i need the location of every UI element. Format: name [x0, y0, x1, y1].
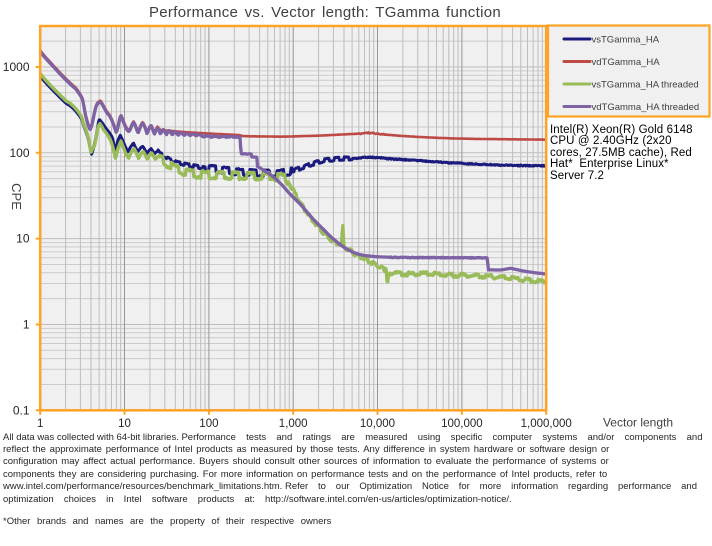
svg-text:1: 1	[23, 318, 30, 332]
svg-text:vsTGamma_HA: vsTGamma_HA	[592, 34, 660, 45]
svg-text:100: 100	[199, 418, 218, 430]
svg-text:100,000: 100,000	[441, 418, 483, 430]
svg-text:10: 10	[16, 232, 30, 246]
svg-text:Vector length: Vector length	[603, 416, 673, 430]
svg-text:vdTGamma_HA threaded: vdTGamma_HA threaded	[592, 102, 700, 113]
svg-text:vdTGamma_HA: vdTGamma_HA	[592, 57, 661, 68]
svg-text:1,000,000: 1,000,000	[521, 418, 572, 430]
svg-text:1: 1	[37, 418, 43, 430]
svg-text:10,000: 10,000	[360, 418, 395, 430]
svg-text:1,000: 1,000	[279, 418, 308, 430]
svg-text:100: 100	[9, 146, 29, 160]
svg-text:CPE: CPE	[9, 183, 24, 210]
svg-text:10: 10	[118, 418, 131, 430]
svg-text:0.1: 0.1	[13, 403, 30, 417]
svg-text:1000: 1000	[3, 60, 30, 74]
svg-text:vsTGamma_HA threaded: vsTGamma_HA threaded	[592, 79, 699, 90]
